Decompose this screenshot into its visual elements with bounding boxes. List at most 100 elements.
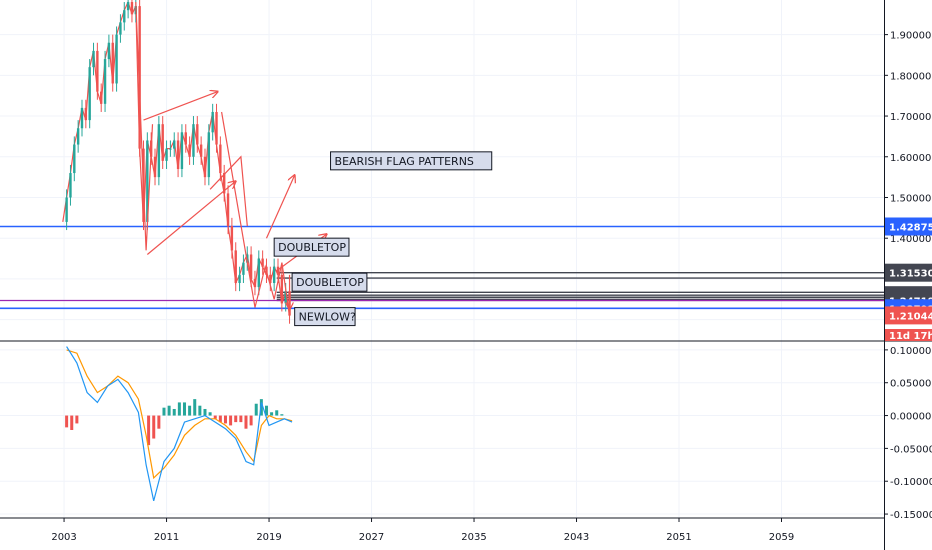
level-price-badge: 1.42875 (885, 217, 932, 236)
price-candle (92, 50, 95, 68)
histogram-bar (208, 412, 212, 416)
price-candle (173, 140, 176, 149)
countdown-text: 11d 17h (889, 331, 932, 342)
level-price-badge-box (885, 263, 932, 282)
price-candle (176, 140, 180, 169)
indicator-tick-label: -0.10000 (890, 477, 932, 488)
price-candle (246, 254, 249, 263)
price-candle (234, 250, 237, 283)
histogram-bar (65, 415, 69, 428)
price-candle (111, 42, 114, 84)
countdown-badge: 11d 17h (885, 329, 932, 342)
price-candle (123, 10, 126, 23)
flag-drawing-line (135, 1, 154, 251)
x-tick-label: 2051 (666, 532, 691, 543)
price-candle (119, 22, 122, 35)
price-candle (203, 156, 207, 178)
annotation-text: DOUBLETOP (296, 276, 364, 289)
price-candle (272, 266, 276, 283)
x-tick-label: 2059 (769, 532, 794, 543)
flag-drawing-line (221, 111, 289, 308)
price-candle (73, 144, 76, 174)
annotation-box (330, 151, 493, 171)
price-candle (192, 124, 195, 157)
price-line (62, 0, 291, 316)
histogram-bar (249, 415, 253, 426)
price-candle (261, 258, 264, 267)
price-tick-label: 1.50000 (890, 193, 931, 204)
price-tick-label: 1.70000 (890, 112, 931, 123)
annotation-label: DOUBLETOP (273, 237, 350, 257)
price-tick-label: 1.60000 (890, 153, 931, 164)
histogram-bar (177, 402, 181, 416)
histogram-bar (280, 414, 284, 416)
price-candle (65, 197, 68, 222)
x-tick-label: 2003 (51, 532, 76, 543)
level-price-badge-text: 1.31530 (889, 269, 932, 280)
histogram-bar (213, 415, 217, 419)
price-tick-label: 1.80000 (890, 71, 931, 82)
macd-line (66, 346, 293, 502)
histogram-bar (254, 403, 258, 416)
horizontal-levels (0, 225, 884, 310)
price-candle (199, 144, 203, 157)
histogram-bar (147, 415, 151, 446)
price-candle (238, 274, 241, 283)
price-candle (157, 124, 161, 178)
annotation-label: NEWLOW? (294, 307, 356, 327)
histogram-bar (193, 399, 197, 416)
current-price-badge: 1.21044 (885, 306, 932, 325)
histogram-bar (198, 405, 202, 416)
price-candle (84, 107, 88, 121)
histogram-bar (234, 415, 238, 423)
annotations: BEARISH FLAG PATTERNS DOUBLETOP DOUBLETOP N… (273, 151, 493, 327)
histogram-bar (275, 410, 279, 416)
indicator-tick-label: 0.00000 (890, 412, 931, 423)
price-tick-label: 1.40000 (890, 234, 931, 245)
price-candle (184, 132, 187, 145)
indicator-tick-label: -0.15000 (890, 510, 932, 521)
histogram-bar (162, 407, 166, 416)
x-tick-label: 2043 (564, 532, 589, 543)
price-candle (196, 124, 199, 145)
price-candle (211, 111, 214, 133)
annotation-box (273, 237, 350, 257)
current-price-badge-text: 1.21044 (889, 311, 932, 322)
price-candle (88, 67, 91, 121)
grid (0, 0, 884, 518)
arrow-drawing (143, 92, 217, 121)
price-candle (96, 50, 99, 92)
price-candle (242, 262, 245, 275)
level-price-badge: 1.31530 (885, 263, 932, 282)
histogram-bar (203, 408, 207, 416)
arrow-drawing (265, 175, 294, 239)
price-candle (126, 2, 130, 11)
histogram-bar (157, 415, 161, 429)
histogram-bar (75, 415, 79, 424)
price-candle (146, 140, 149, 222)
flag-drawing-line (209, 155, 248, 227)
price-candle (107, 42, 111, 60)
price-candle (103, 59, 107, 104)
histogram-bar (172, 408, 176, 416)
price-candle (80, 107, 84, 129)
price-candle (223, 173, 226, 194)
histogram-bar (70, 415, 74, 430)
price-candle (284, 291, 287, 304)
histogram-bar (229, 415, 233, 426)
x-tick-label: 2027 (359, 532, 384, 543)
annotation-text: DOUBLETOP (278, 241, 346, 254)
price-tick-label: 1.90000 (890, 31, 931, 42)
price-candle (230, 225, 234, 251)
annotation-label: BEARISH FLAG PATTERNS (330, 151, 493, 171)
histogram-bar (244, 415, 248, 429)
price-candle (269, 274, 272, 283)
arrow-drawing (146, 181, 235, 255)
price-candle (253, 278, 257, 288)
drawings (135, 1, 327, 309)
histogram-bar (218, 415, 222, 423)
price-candle (249, 254, 253, 279)
x-tick-label: 2035 (461, 532, 486, 543)
